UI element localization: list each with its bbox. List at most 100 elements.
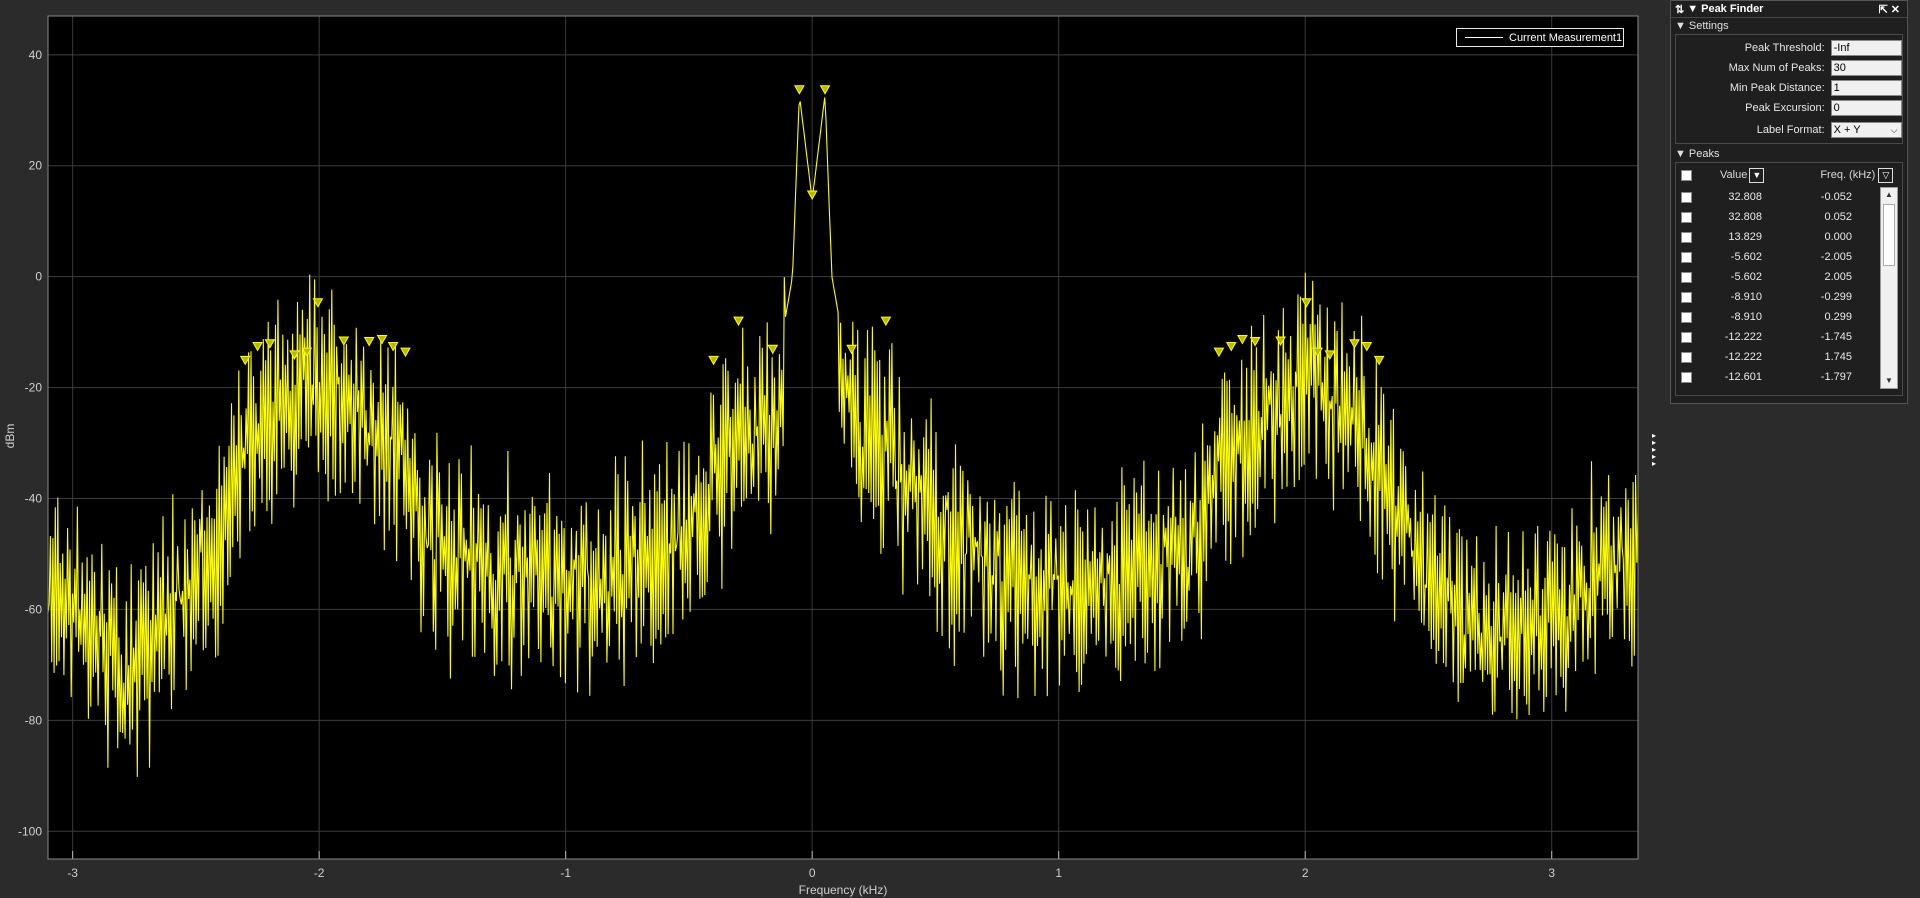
setting-row-min-peak-distance: Min Peak Distance: 1 — [1676, 79, 1902, 97]
spectrum-chart[interactable]: -3 -2 -1 0 1 2 3 40 20 0 -20 -40 -60 -80 -100 Frequen… — [0, 0, 1660, 898]
peak-row[interactable]: -8.910 0.299 — [1676, 307, 1876, 327]
peak-row[interactable]: -5.602 2.005 — [1676, 267, 1876, 287]
peak-marker[interactable] — [880, 316, 892, 327]
peak-marker[interactable] — [252, 342, 263, 352]
peak-row-checkbox[interactable] — [1681, 271, 1692, 283]
peaks-scrollbar[interactable]: ▲ ▼ — [1880, 187, 1898, 389]
label-format-select[interactable]: X + Y ⌵ — [1830, 122, 1902, 138]
settings-section-header[interactable]: ▼ Settings — [1671, 18, 1907, 34]
x-tick-label: -3 — [67, 866, 78, 880]
legend[interactable]: Current Measurement1 — [1456, 28, 1624, 47]
peak-value: -12.601 — [1724, 371, 1762, 383]
peak-row[interactable]: -12.222 -1.745 — [1676, 327, 1876, 347]
select-all-checkbox[interactable] — [1681, 169, 1692, 181]
peak-marker[interactable] — [1225, 342, 1237, 352]
setting-row-max-num-peaks: Max Num of Peaks: 30 — [1676, 59, 1902, 77]
peak-row[interactable]: -12.222 1.745 — [1676, 347, 1876, 367]
peak-marker[interactable] — [264, 339, 276, 349]
peak-marker[interactable] — [708, 355, 719, 366]
peak-marker[interactable] — [1249, 337, 1261, 347]
peak-row-checkbox[interactable] — [1681, 231, 1692, 243]
settings-section-label: Settings — [1688, 20, 1729, 32]
peak-row-checkbox[interactable] — [1681, 211, 1692, 223]
sort-value-button[interactable]: ▼ — [1749, 167, 1765, 183]
peak-marker[interactable] — [806, 190, 818, 200]
peak-row[interactable]: 32.808 -0.052 — [1676, 187, 1876, 207]
pin-icon[interactable]: ⇅ — [1675, 3, 1685, 16]
peak-row-checkbox[interactable] — [1681, 331, 1692, 343]
peak-marker[interactable] — [1373, 355, 1385, 366]
x-tick-label: -2 — [314, 866, 325, 880]
peak-row[interactable]: 13.829 0.000 — [1676, 227, 1876, 247]
peak-marker[interactable] — [338, 336, 350, 347]
peak-frequency: 1.745 — [1824, 351, 1852, 363]
peak-marker[interactable] — [1301, 298, 1312, 308]
y-tick-label: -80 — [25, 713, 43, 727]
peak-marker[interactable] — [312, 298, 324, 308]
peak-row[interactable]: -8.910 -0.299 — [1676, 287, 1876, 307]
peaks-section-header[interactable]: ▼ Peaks — [1671, 146, 1907, 162]
chevron-down-icon: ▼ — [1675, 20, 1686, 32]
peak-marker[interactable] — [400, 347, 411, 358]
peak-row[interactable]: 32.808 0.052 — [1676, 207, 1876, 227]
collapse-icon[interactable]: ▼ — [1687, 3, 1699, 15]
undock-icon[interactable]: ⇱ — [1878, 3, 1888, 16]
peak-row-checkbox[interactable] — [1681, 251, 1692, 263]
peak-value: -12.222 — [1724, 351, 1762, 363]
peak-marker[interactable] — [1361, 342, 1373, 352]
peak-marker[interactable] — [376, 334, 388, 345]
peak-excursion-input[interactable]: 0 — [1830, 100, 1902, 116]
peak-marker[interactable] — [301, 347, 313, 358]
peak-marker[interactable] — [846, 344, 857, 355]
peak-marker[interactable] — [239, 355, 251, 366]
peak-value: -8.910 — [1730, 311, 1762, 323]
column-header-value: Value — [1720, 169, 1748, 181]
peak-frequency: 2.005 — [1824, 271, 1852, 283]
peak-row[interactable]: -5.602 -2.005 — [1676, 247, 1876, 267]
label-format-value: X + Y — [1833, 124, 1861, 136]
peak-frequency: 0.000 — [1824, 231, 1852, 243]
scroll-down-icon[interactable]: ▼ — [1885, 376, 1893, 385]
close-icon[interactable]: ✕ — [1890, 3, 1900, 16]
setting-row-label-format: Label Format: X + Y ⌵ — [1676, 121, 1902, 139]
sort-freq-button[interactable]: ▽ — [1878, 167, 1894, 183]
y-tick-label: -40 — [25, 492, 43, 506]
peak-row-checkbox[interactable] — [1681, 311, 1692, 323]
column-header-freq: Freq. (kHz) — [1820, 169, 1876, 181]
peak-marker[interactable] — [1312, 347, 1323, 358]
x-tick-label: 3 — [1548, 866, 1555, 880]
scroll-up-icon[interactable]: ▲ — [1885, 190, 1893, 199]
peak-marker[interactable] — [1349, 339, 1360, 349]
min-peak-distance-input[interactable]: 1 — [1830, 80, 1902, 96]
peak-row-checkbox[interactable] — [1681, 371, 1692, 383]
panel-dock-arrows[interactable]: ▸ ▸ ▸ ▸ ▸ — [1652, 431, 1657, 468]
y-tick-label: -20 — [25, 381, 43, 395]
peak-row-checkbox[interactable] — [1681, 291, 1692, 303]
peak-marker[interactable] — [794, 85, 805, 95]
peak-marker[interactable] — [363, 337, 375, 347]
peak-frequency: 0.052 — [1824, 211, 1852, 223]
legend-swatch — [1465, 37, 1503, 38]
peak-row[interactable]: -12.601 -1.797 — [1676, 367, 1876, 387]
peak-frequency: -0.052 — [1820, 191, 1852, 203]
peak-marker[interactable] — [1275, 336, 1286, 347]
spectrum-plot[interactable]: -3 -2 -1 0 1 2 3 40 20 0 -20 -40 -60 -80 -100 Frequen… — [0, 0, 1660, 898]
peak-marker[interactable] — [1236, 334, 1248, 345]
peak-marker[interactable] — [819, 85, 831, 95]
peak-marker[interactable] — [733, 316, 744, 327]
max-num-peaks-input[interactable]: 30 — [1830, 60, 1902, 76]
peak-marker[interactable] — [387, 342, 399, 352]
x-tick-label: -1 — [560, 866, 571, 880]
y-tick-label: 40 — [29, 48, 43, 62]
peak-threshold-input[interactable]: -Inf — [1830, 40, 1902, 56]
peak-marker[interactable] — [1213, 347, 1225, 358]
peak-frequency: -0.299 — [1820, 291, 1852, 303]
scrollbar-thumb[interactable] — [1883, 204, 1895, 266]
peak-row-checkbox[interactable] — [1681, 351, 1692, 363]
peak-marker[interactable] — [767, 344, 779, 355]
settings-box: Peak Threshold: -Inf Max Num of Peaks: 3… — [1675, 34, 1903, 144]
peak-row-checkbox[interactable] — [1681, 191, 1692, 203]
peak-marker[interactable] — [1324, 350, 1336, 360]
y-tick-label: -100 — [18, 824, 42, 838]
peak-marker[interactable] — [289, 350, 300, 360]
